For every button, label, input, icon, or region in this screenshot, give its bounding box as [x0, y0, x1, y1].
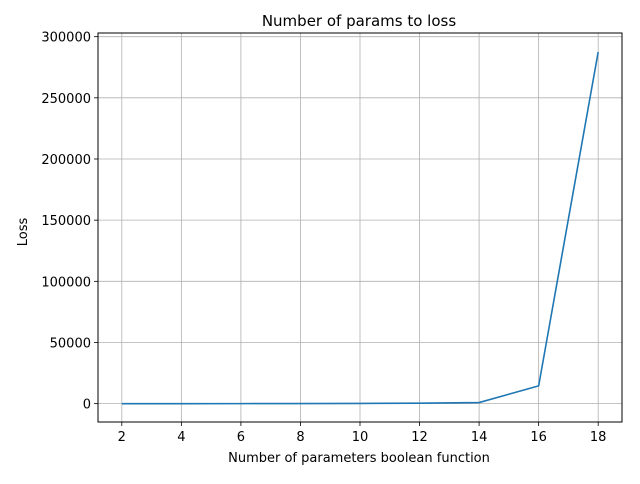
- y-axis-label: Loss: [16, 218, 31, 247]
- series-line: [121, 51, 599, 405]
- y-tick-label: 0: [83, 398, 91, 413]
- chart-title: Number of params to loss: [262, 12, 457, 30]
- x-tick-label: 8: [296, 430, 304, 445]
- x-tick-label: 12: [411, 430, 428, 445]
- y-tick-label: 250000: [41, 92, 91, 107]
- x-tick-label: 4: [177, 430, 185, 445]
- y-tick-label: 200000: [41, 153, 91, 168]
- x-tick-label: 10: [352, 430, 369, 445]
- x-tick-label: 16: [530, 430, 547, 445]
- y-tick-label: 300000: [41, 31, 91, 46]
- y-tick-label: 100000: [41, 275, 91, 290]
- y-axis-ticks: 0 50000 100000 150000 200000 250000 300000: [41, 31, 98, 413]
- x-tick-label: 6: [237, 430, 245, 445]
- x-axis-ticks: 2 4 6 8 10 12 14 16 18: [118, 422, 607, 445]
- y-tick-label: 50000: [50, 336, 91, 351]
- grid-lines: [98, 33, 622, 422]
- x-tick-label: 18: [590, 430, 607, 445]
- x-axis-label: Number of parameters boolean function: [228, 451, 490, 466]
- x-tick-label: 14: [471, 430, 488, 445]
- series-layer: [121, 51, 599, 405]
- x-tick-label: 2: [118, 430, 126, 445]
- y-tick-label: 150000: [41, 214, 91, 229]
